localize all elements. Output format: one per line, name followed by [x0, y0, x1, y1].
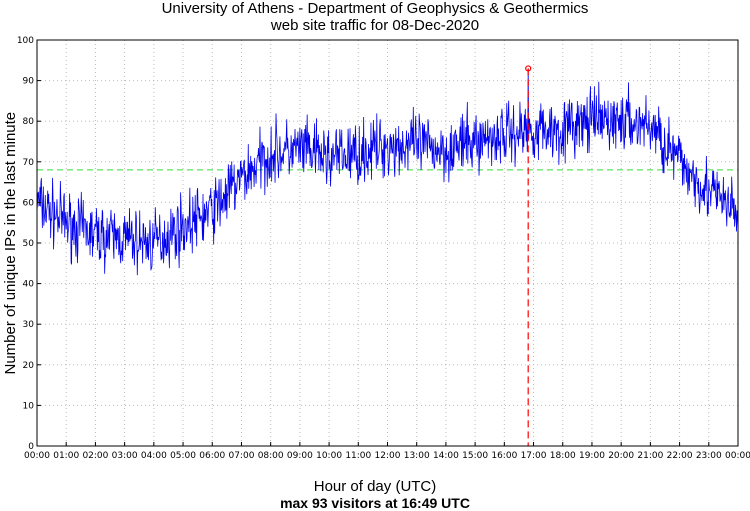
y-tick-label: 10 [23, 401, 35, 411]
x-tick-label: 06:00 [199, 451, 225, 461]
x-tick-label: 07:00 [228, 451, 254, 461]
x-tick-label: 00:00 [24, 451, 50, 461]
chart-subtitle: web site traffic for 08-Dec-2020 [270, 17, 480, 34]
x-tick-label: 05:00 [170, 451, 196, 461]
y-tick-label: 60 [23, 198, 35, 208]
x-axis-label: Hour of day (UTC) [313, 478, 437, 495]
traffic-series-line [36, 68, 739, 276]
x-tick-label: 21:00 [637, 451, 663, 461]
x-tick-label: 13:00 [404, 451, 430, 461]
y-tick-label: 50 [23, 239, 35, 249]
x-tick-label: 20:00 [608, 451, 634, 461]
y-tick-label: 40 [23, 280, 35, 290]
chart-title: University of Athens - Department of Geo… [161, 0, 589, 17]
x-tick-label: 03:00 [112, 451, 138, 461]
x-tick-label: 19:00 [579, 451, 605, 461]
x-tick-label: 12:00 [375, 451, 401, 461]
axes [36, 39, 739, 447]
y-tick-label: 70 [23, 158, 35, 168]
x-tick-label: 01:00 [53, 451, 79, 461]
x-tick-label: 00:00 [725, 451, 750, 461]
x-tick-label: 04:00 [141, 451, 167, 461]
series-group [36, 68, 739, 276]
y-tick-labels: 0 10 20 30 40 50 60 70 80 90 100 [17, 36, 34, 452]
x-tick-label: 16:00 [491, 451, 517, 461]
x-tick-label: 08:00 [258, 451, 284, 461]
max-marker-point [525, 65, 532, 72]
y-tick-label: 80 [23, 117, 35, 127]
max-visitors-footer: max 93 visitors at 16:49 UTC [280, 495, 470, 511]
y-tick-label: 0 [28, 442, 34, 452]
x-tick-label: 17:00 [521, 451, 547, 461]
x-tick-label: 22:00 [667, 451, 693, 461]
x-tick-label: 02:00 [82, 451, 108, 461]
x-tick-label: 09:00 [287, 451, 313, 461]
x-tick-label: 18:00 [550, 451, 576, 461]
y-tick-label: 20 [23, 361, 35, 371]
x-tick-label: 15:00 [462, 451, 488, 461]
x-tick-label: 11:00 [345, 451, 371, 461]
y-axis-label: Number of unique IPs in the last minute [2, 111, 19, 375]
x-tick-labels: 00:00 01:00 02:00 03:00 04:00 05:00 06:00 07:00… [24, 451, 750, 461]
x-tick-label: 23:00 [696, 451, 722, 461]
y-tick-label: 30 [23, 320, 35, 330]
max-marker-group [525, 65, 532, 446]
y-tick-label: 100 [17, 36, 34, 46]
x-tick-label: 10:00 [316, 451, 342, 461]
y-tick-label: 90 [23, 77, 35, 87]
x-tick-label: 14:00 [433, 451, 459, 461]
